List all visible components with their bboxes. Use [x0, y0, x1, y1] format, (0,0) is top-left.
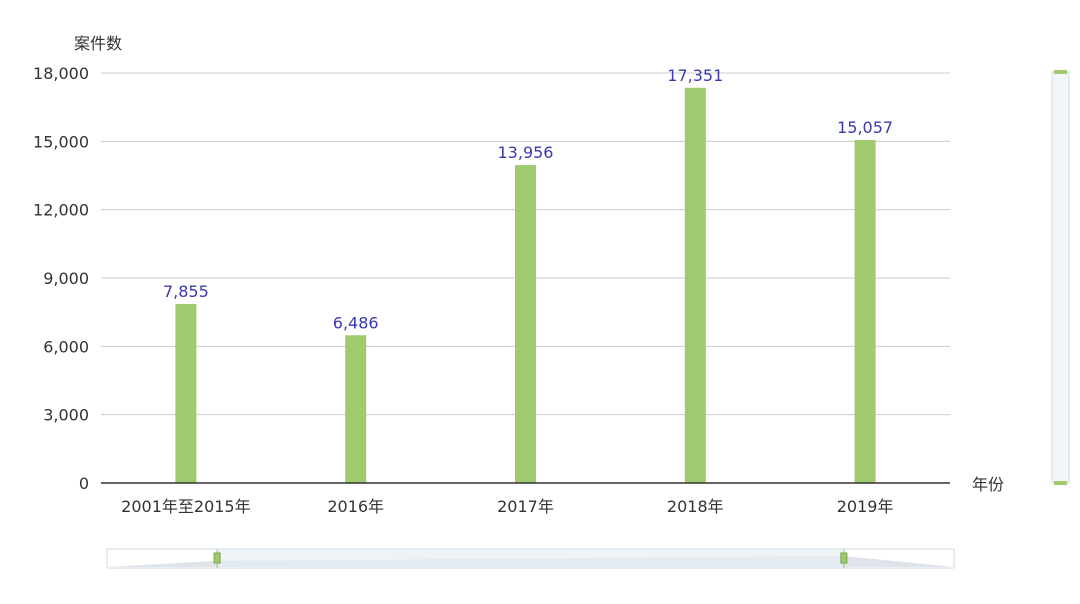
x-tick-label: 2017年 — [497, 497, 554, 516]
y-axis-ticks: 0 3,000 6,000 9,000 12,000 15,000 18,000 — [33, 64, 89, 493]
bar-value-label: 13,956 — [498, 143, 554, 162]
x-tick-label: 2016年 — [327, 497, 384, 516]
bar-value-label: 17,351 — [667, 66, 723, 85]
x-tick-label: 2019年 — [837, 497, 894, 516]
y-tick-label: 18,000 — [33, 64, 89, 83]
x-axis-ticks: 2001年至2015年 2016年 2017年 2018年 2019年 — [121, 497, 893, 516]
bar-value-label: 15,057 — [837, 118, 893, 137]
x-tick-label: 2018年 — [667, 497, 724, 516]
x-axis-title: 年份 — [972, 475, 1004, 494]
y-tick-label: 9,000 — [43, 269, 89, 288]
y-tick-label: 15,000 — [33, 132, 89, 151]
x-zoom-selected-range[interactable] — [217, 549, 844, 568]
y-tick-label: 0 — [79, 474, 89, 493]
bar[interactable] — [175, 304, 197, 483]
bar[interactable] — [345, 335, 367, 483]
bar-value-label: 7,855 — [163, 282, 209, 301]
bar[interactable] — [684, 87, 706, 483]
x-tick-label: 2001年至2015年 — [121, 497, 250, 516]
x-zoom-left-handle[interactable] — [213, 549, 221, 568]
y-zoom-slider[interactable] — [1051, 70, 1070, 485]
bar-value-labels: 7,855 6,486 13,956 17,351 15,057 — [163, 66, 893, 332]
bar[interactable] — [515, 165, 536, 483]
y-zoom-bottom-handle[interactable] — [1054, 481, 1067, 485]
y-tick-label: 12,000 — [33, 201, 89, 220]
y-tick-label: 6,000 — [43, 337, 89, 356]
x-zoom-right-handle[interactable] — [840, 549, 848, 568]
x-zoom-slider[interactable] — [106, 548, 955, 569]
bar-value-label: 6,486 — [333, 313, 379, 332]
bars[interactable] — [175, 87, 876, 483]
y-tick-label: 3,000 — [43, 406, 89, 425]
bar[interactable] — [854, 140, 876, 483]
y-zoom-track[interactable] — [1051, 71, 1070, 484]
y-axis-title: 案件数 — [74, 34, 122, 53]
y-zoom-top-handle[interactable] — [1054, 70, 1067, 74]
